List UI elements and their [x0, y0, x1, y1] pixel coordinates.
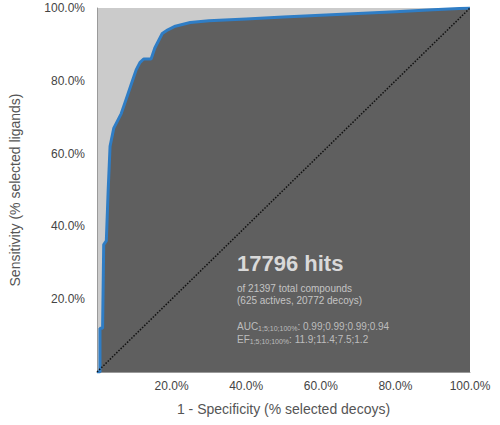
- svg-text:40.0%: 40.0%: [51, 219, 85, 233]
- svg-text:80.0%: 80.0%: [378, 379, 412, 393]
- svg-text:20.0%: 20.0%: [51, 292, 85, 306]
- svg-text:: 0.99;0.99;0.99;0.94: : 0.99;0.99;0.99;0.94: [297, 321, 389, 332]
- svg-text:1;5;10;100%: 1;5;10;100%: [258, 325, 297, 332]
- svg-text:AUC: AUC: [237, 321, 258, 332]
- svg-text:60.0%: 60.0%: [304, 379, 338, 393]
- svg-text:of 21397 total compounds: of 21397 total compounds: [237, 283, 352, 294]
- svg-text:20.0%: 20.0%: [155, 379, 189, 393]
- svg-text:1 - Specificity (% selected de: 1 - Specificity (% selected decoys): [177, 401, 390, 417]
- svg-text:80.0%: 80.0%: [51, 74, 85, 88]
- svg-text:17796 hits: 17796 hits: [237, 251, 343, 276]
- svg-text:100.0%: 100.0%: [44, 1, 85, 15]
- svg-text:100.0%: 100.0%: [450, 379, 491, 393]
- svg-text:(625 actives, 20772 decoys): (625 actives, 20772 decoys): [237, 295, 362, 306]
- svg-text:40.0%: 40.0%: [229, 379, 263, 393]
- svg-text:60.0%: 60.0%: [51, 147, 85, 161]
- svg-text:1;5;10;100%: 1;5;10;100%: [250, 338, 289, 345]
- svg-text:EF: EF: [237, 334, 250, 345]
- svg-text:: 11.9;11.4;7.5;1.2: : 11.9;11.4;7.5;1.2: [289, 334, 369, 345]
- svg-text:Sensitivity (% selected ligand: Sensitivity (% selected ligands): [7, 94, 23, 287]
